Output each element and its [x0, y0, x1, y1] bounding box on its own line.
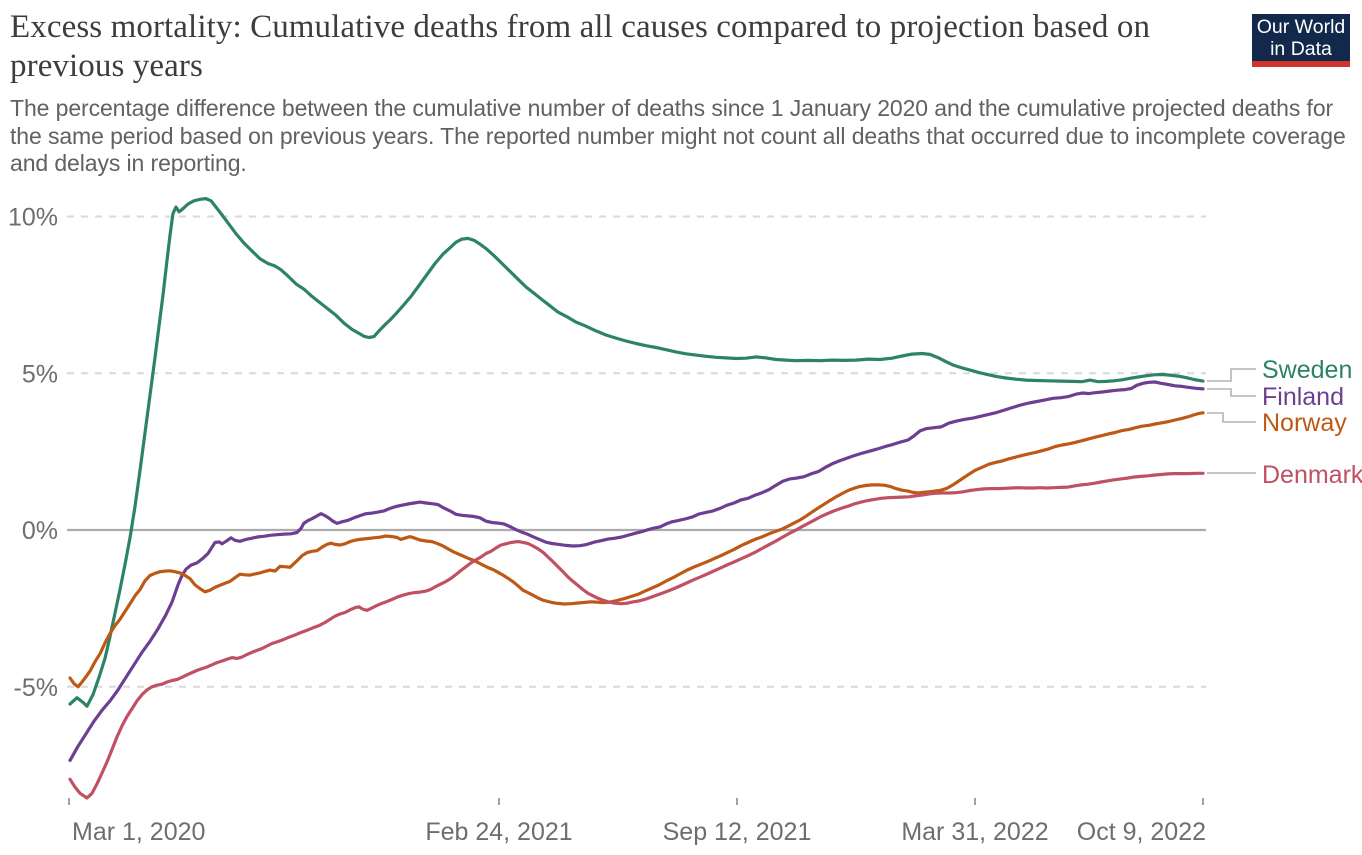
x-axis-label: Mar 1, 2020 [72, 818, 205, 846]
legend-label-finland[interactable]: Finland [1262, 383, 1344, 411]
chart-header: Excess mortality: Cumulative deaths from… [10, 8, 1355, 178]
legend-leader-finland [1207, 388, 1256, 397]
owid-logo[interactable]: Our World in Data [1252, 14, 1350, 67]
x-axis-label: Sep 12, 2021 [663, 818, 812, 846]
series-line-sweden [68, 197, 1205, 708]
owid-logo-line1: Our World [1256, 15, 1346, 38]
legend-label-sweden[interactable]: Sweden [1262, 356, 1352, 384]
y-axis-label: 0% [22, 517, 58, 545]
owid-logo-line2: in Data [1270, 37, 1332, 60]
page-title: Excess mortality: Cumulative deaths from… [10, 9, 1151, 84]
x-axis-label: Oct 9, 2022 [1077, 818, 1206, 846]
legend-leader-sweden [1207, 368, 1256, 382]
series-line-denmark [68, 471, 1205, 800]
legend-label-norway[interactable]: Norway [1262, 409, 1347, 437]
chart-subtitle: The percentage difference between the cu… [10, 95, 1346, 176]
legend-leader-norway [1207, 412, 1256, 423]
series-line-finland [68, 380, 1205, 762]
y-axis-label: -5% [14, 674, 58, 702]
x-axis-label: Mar 31, 2022 [901, 818, 1048, 846]
series-line-norway [68, 411, 1205, 689]
y-axis-label: 5% [22, 360, 58, 388]
x-axis-label: Feb 24, 2021 [425, 818, 572, 846]
y-axis-label: 10% [8, 204, 58, 232]
legend-label-denmark[interactable]: Denmark [1262, 461, 1362, 489]
